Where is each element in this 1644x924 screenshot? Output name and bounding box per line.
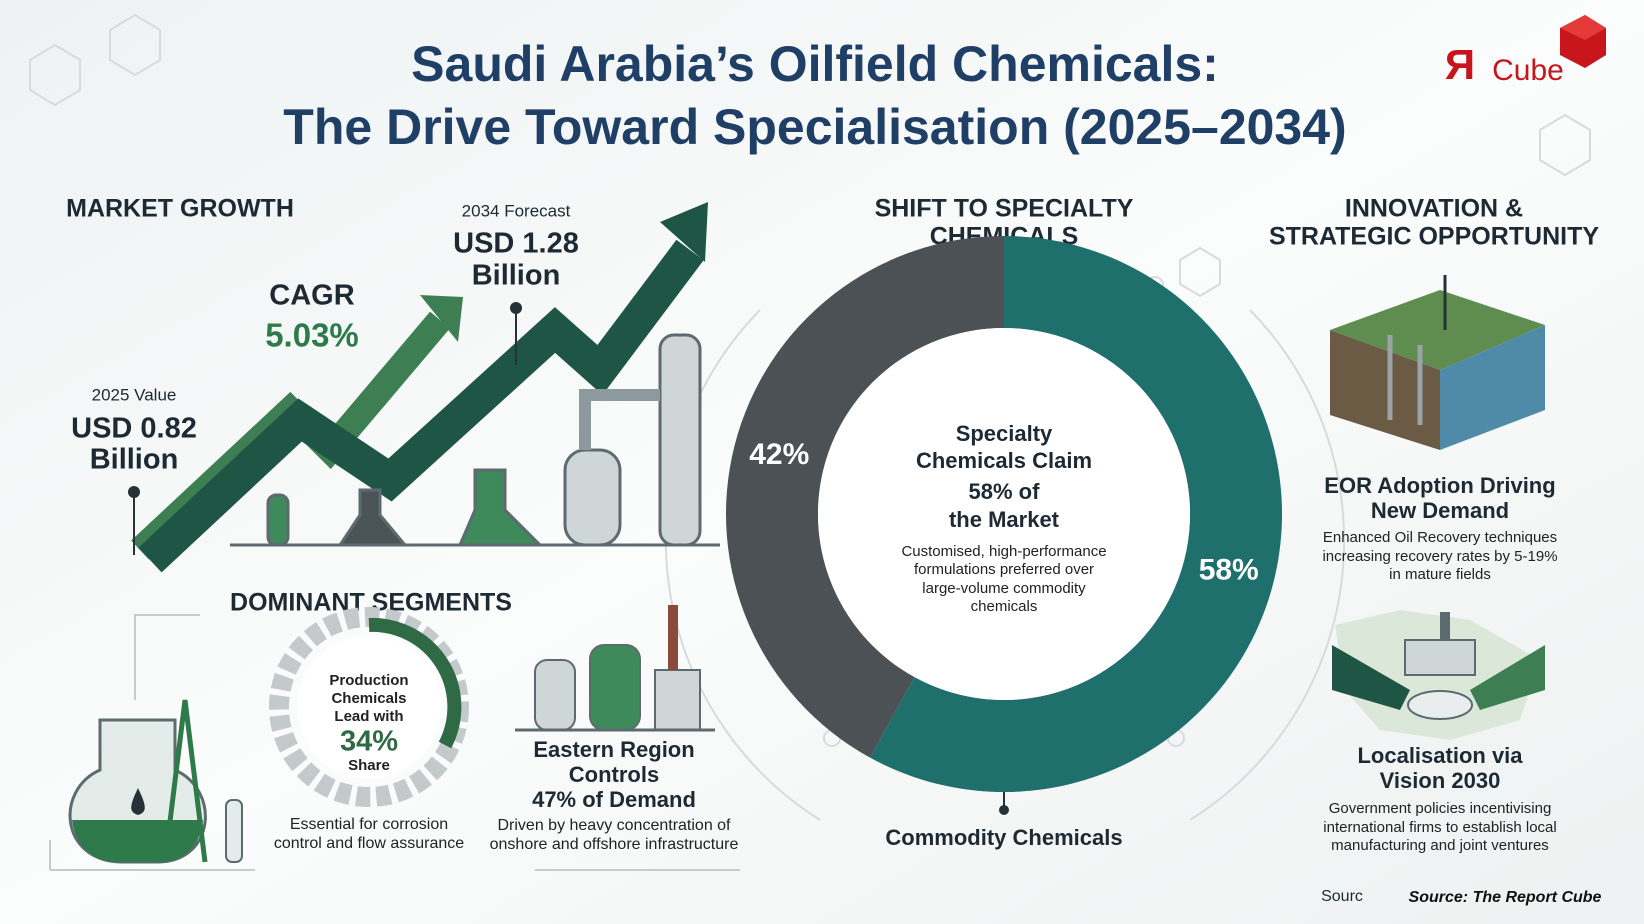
gauge-text: Share — [348, 757, 390, 774]
segment-label: 58% — [1199, 554, 1259, 587]
note: onshore and offshore infrastructure — [490, 836, 739, 853]
item-title: Vision 2030 — [1380, 768, 1501, 793]
eor-illustration — [1330, 275, 1545, 450]
item-desc: in mature fields — [1389, 566, 1491, 583]
center-desc: large-volume commodity — [922, 580, 1086, 597]
segment-title: Controls — [569, 762, 659, 787]
gauge-text: Lead with — [334, 708, 403, 725]
donut-hole — [818, 328, 1190, 700]
unit: Billion — [90, 444, 179, 476]
segment-title: Eastern Region — [533, 737, 694, 762]
item-desc: increasing recovery rates by 5-19% — [1322, 548, 1557, 565]
growth-arrows — [128, 202, 708, 573]
title: The Drive Toward Specialisation (2025–20… — [283, 99, 1346, 155]
center-text: Specialty — [956, 421, 1053, 446]
gauge — [269, 607, 469, 807]
center-text: 58% of — [969, 479, 1041, 504]
gauge-text: Chemicals — [331, 690, 406, 707]
well-illustration — [68, 699, 243, 864]
segment-label: 42% — [749, 438, 809, 471]
item-title: EOR Adoption Driving — [1324, 473, 1555, 498]
donut-segment — [870, 236, 1283, 792]
localisation-illustration — [1332, 610, 1545, 740]
section-heading: INNOVATION & — [1345, 195, 1523, 223]
value: 5.03% — [265, 317, 359, 354]
title: Saudi Arabia’s Oilfield Chemicals: — [411, 36, 1219, 92]
source: Source: The Report Cube — [1409, 889, 1602, 906]
value: USD 0.82 — [71, 413, 197, 445]
gauge-text: Production — [329, 672, 408, 689]
logo: Я Cube — [1445, 15, 1606, 88]
note: Driven by heavy concentration of — [497, 817, 731, 834]
connector-dot — [999, 805, 1009, 815]
center-text: Chemicals Claim — [916, 448, 1092, 473]
segment-title: 47% of Demand — [532, 787, 696, 812]
footer-cut: Sourc — [1321, 888, 1363, 905]
section-heading: MARKET GROWTH — [66, 195, 294, 223]
center-desc: chemicals — [971, 598, 1038, 615]
item-title: Localisation via — [1357, 743, 1523, 768]
donut-segment — [726, 236, 1004, 758]
plant-illustration — [230, 333, 720, 547]
item-desc: international firms to establish local — [1323, 819, 1556, 836]
gauge-share: 34% — [340, 726, 398, 758]
center-desc: Customised, high-performance — [901, 543, 1106, 560]
section-heading: SHIFT TO SPECIALTY — [875, 195, 1134, 223]
note: Essential for corrosion — [290, 816, 448, 833]
item-desc: Government policies incentivising — [1329, 800, 1552, 817]
section-heading: STRATEGIC OPPORTUNITY — [1269, 223, 1599, 251]
logo-text: Cube — [1492, 54, 1564, 87]
refinery-illustration — [515, 605, 715, 732]
note: control and flow assurance — [274, 835, 464, 852]
logo-mark: Я — [1445, 41, 1475, 88]
item-desc: Enhanced Oil Recovery techniques — [1323, 529, 1557, 546]
item-title: New Demand — [1371, 498, 1509, 523]
item-desc: manufacturing and joint ventures — [1331, 837, 1549, 854]
center-desc: formulations preferred over — [914, 561, 1094, 578]
label: CAGR — [269, 280, 354, 312]
unit: Billion — [472, 260, 561, 292]
value: USD 1.28 — [453, 228, 579, 260]
donut-chart: 58% 42% — [726, 236, 1283, 792]
segment-name: Commodity Chemicals — [885, 825, 1122, 850]
center-text: the Market — [949, 507, 1060, 532]
label: 2025 Value — [92, 385, 177, 404]
label: 2034 Forecast — [462, 201, 571, 220]
